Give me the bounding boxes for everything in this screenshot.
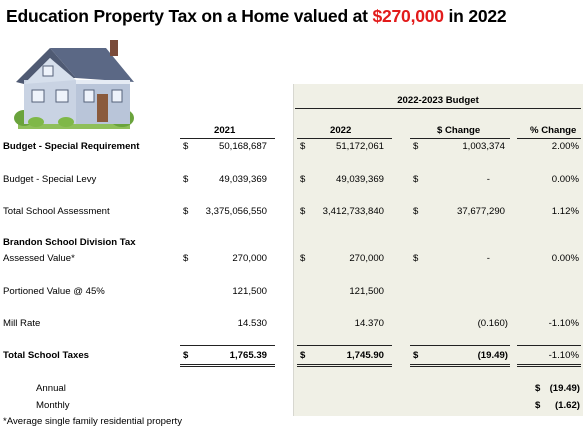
total-change-topline xyxy=(410,345,510,346)
total-2022-double-underline xyxy=(297,364,392,367)
value-2022: 51,172,061 xyxy=(335,141,384,152)
total-2022-topline xyxy=(297,345,392,346)
col-2022: 2022 xyxy=(330,125,352,136)
total-2021-topline xyxy=(180,345,275,346)
monthly-value: (1.62) xyxy=(554,400,580,411)
pct-change: -1.10% xyxy=(548,318,579,329)
value-2021: 1,765.39 xyxy=(229,350,267,361)
division-tax-heading: Brandon School Division Tax xyxy=(3,237,136,248)
currency-sign: $ xyxy=(535,383,541,394)
value-2022: 14.370 xyxy=(354,318,384,329)
value-2022: 1,745.90 xyxy=(346,350,384,361)
budget-header: 2022-2023 Budget xyxy=(397,95,479,106)
col-change-underline xyxy=(410,138,510,139)
currency-sign: $ xyxy=(300,253,306,264)
row-label: Total School Assessment xyxy=(3,206,110,217)
annual-label: Annual xyxy=(36,383,66,394)
annual-value: (19.49) xyxy=(549,383,580,394)
currency-sign: $ xyxy=(300,141,306,152)
currency-sign: $ xyxy=(183,350,189,361)
value-2021: 50,168,687 xyxy=(218,141,267,152)
dollar-change: 37,677,290 xyxy=(456,206,505,217)
currency-sign: $ xyxy=(183,206,189,217)
row-label: Budget - Special Requirement xyxy=(3,141,140,152)
value-2022: 3,412,733,840 xyxy=(322,206,384,217)
title-suffix: in 2022 xyxy=(443,6,507,26)
currency-sign: $ xyxy=(413,206,419,217)
col-pct-underline xyxy=(517,138,581,139)
total-2021-double-underline xyxy=(180,364,275,367)
currency-sign: $ xyxy=(300,350,306,361)
col-pct-change: % Change xyxy=(530,125,577,136)
currency-sign: $ xyxy=(300,206,306,217)
pct-change: 0.00% xyxy=(551,253,579,264)
currency-sign: $ xyxy=(413,141,419,152)
total-change-double-underline xyxy=(410,364,510,367)
dollar-change: (19.49) xyxy=(477,350,508,361)
value-2021: 49,039,369 xyxy=(218,174,267,185)
row-label: Mill Rate xyxy=(3,318,41,329)
budget-shaded-panel xyxy=(293,84,583,416)
total-pct-topline xyxy=(517,345,581,346)
pct-change: 1.12% xyxy=(551,206,579,217)
col-dollar-change: $ Change xyxy=(437,125,481,136)
currency-sign: $ xyxy=(413,253,419,264)
currency-sign: $ xyxy=(535,400,541,411)
footnote: *Average single family residential prope… xyxy=(3,416,182,427)
currency-sign: $ xyxy=(183,174,189,185)
currency-sign: $ xyxy=(413,174,419,185)
row-label: Assessed Value* xyxy=(3,253,75,264)
title-home-value: $270,000 xyxy=(372,6,444,26)
col-2022-underline xyxy=(297,138,392,139)
currency-sign: $ xyxy=(413,350,419,361)
value-2021: 3,375,056,550 xyxy=(205,206,267,217)
pct-change: 2.00% xyxy=(551,141,579,152)
budget-header-underline xyxy=(295,108,581,109)
value-2021: 14.530 xyxy=(237,318,267,329)
row-label: Total School Taxes xyxy=(3,350,90,361)
currency-sign: $ xyxy=(300,174,306,185)
currency-sign: $ xyxy=(183,253,189,264)
currency-sign: $ xyxy=(183,141,189,152)
value-2021: 270,000 xyxy=(232,253,267,264)
col-2021-underline xyxy=(180,138,275,139)
house-illustration xyxy=(14,40,134,129)
page-title: Education Property Tax on a Home valued … xyxy=(6,6,507,27)
value-2022: 121,500 xyxy=(349,286,384,297)
dollar-change: - xyxy=(486,174,490,185)
value-2021: 121,500 xyxy=(232,286,267,297)
title-prefix: Education Property Tax on a Home valued … xyxy=(6,6,373,26)
pct-change: -1.10% xyxy=(548,350,579,361)
dollar-change: 1,003,374 xyxy=(462,141,505,152)
row-label: Portioned Value @ 45% xyxy=(3,286,105,297)
value-2022: 49,039,369 xyxy=(335,174,384,185)
value-2022: 270,000 xyxy=(349,253,384,264)
dollar-change: - xyxy=(486,253,490,264)
dollar-change: (0.160) xyxy=(477,318,508,329)
col-2021: 2021 xyxy=(214,125,236,136)
total-pct-double-underline xyxy=(517,364,581,367)
row-label: Budget - Special Levy xyxy=(3,174,97,185)
monthly-label: Monthly xyxy=(36,400,70,411)
pct-change: 0.00% xyxy=(551,174,579,185)
